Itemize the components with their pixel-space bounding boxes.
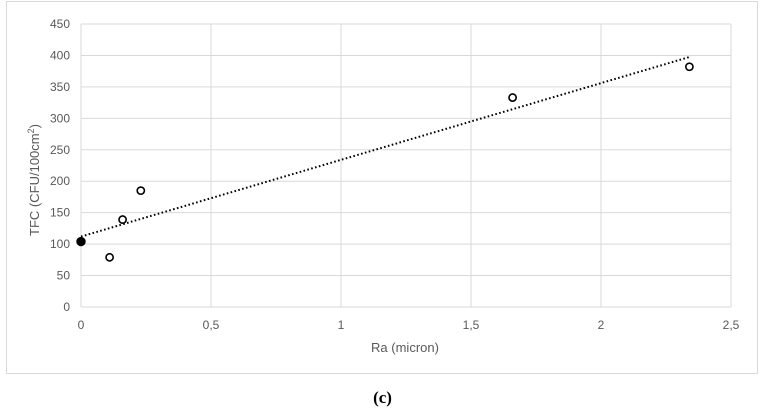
y-tick-label: 350 [50,80,70,94]
data-point-open [118,215,127,224]
data-point-open [508,93,517,102]
y-tick-label: 450 [50,17,70,31]
x-tick-label: 0,5 [203,318,220,332]
x-tick-label: 1,5 [463,318,480,332]
x-tick-label: 2 [598,318,605,332]
y-tick-label: 150 [50,206,70,220]
chart-frame [6,1,758,374]
data-point-open [685,62,694,72]
trendline [80,56,690,238]
x-axis-title: Ra (micron) [371,340,439,355]
x-tick-label: 0 [78,318,85,332]
y-tick-label: 400 [50,48,70,62]
data-point-open [136,186,146,196]
y-tick-label: 250 [50,143,70,157]
y-tick-label: 50 [57,269,71,283]
y-axis-title-main: TFC (CFU/100cm [27,133,42,236]
y-axis-title: TFC (CFU/100cm2) [26,124,42,236]
grid [80,23,732,308]
trendline-layer [80,56,690,238]
y-tick-label: 0 [63,300,70,314]
x-tick-label: 1 [338,318,345,332]
x-tick-label: 2,5 [723,318,740,332]
axes: 0 50 100 150 200 250 300 350 400 450 0 0,5 1 1,5 2 2,5 [50,17,740,332]
data-point-open [105,252,114,262]
y-axis-title-close: ) [27,124,42,128]
figure-caption: (c) [373,388,392,407]
y-tick-label: 300 [50,111,70,125]
y-axis-title-sup: 2 [26,128,36,133]
y-tick-label: 100 [50,237,70,251]
data-points [76,62,694,262]
y-tick-label: 200 [50,174,70,188]
data-point-filled [76,236,86,247]
